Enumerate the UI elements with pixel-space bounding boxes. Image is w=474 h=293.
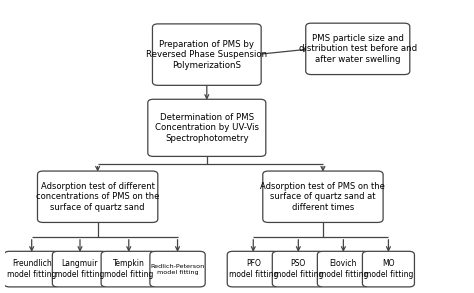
FancyBboxPatch shape — [37, 171, 158, 222]
Text: Preparation of PMS by
Reversed Phase Suspension
PolymerizationS: Preparation of PMS by Reversed Phase Sus… — [146, 40, 267, 69]
FancyBboxPatch shape — [263, 171, 383, 222]
FancyBboxPatch shape — [4, 251, 59, 287]
FancyBboxPatch shape — [272, 251, 324, 287]
FancyBboxPatch shape — [227, 251, 279, 287]
FancyBboxPatch shape — [153, 24, 261, 85]
FancyBboxPatch shape — [318, 251, 369, 287]
FancyBboxPatch shape — [306, 23, 410, 75]
FancyBboxPatch shape — [101, 251, 156, 287]
Text: MO
model fitting: MO model fitting — [364, 259, 413, 279]
Text: PMS particle size and
distribution test before and
after water swelling: PMS particle size and distribution test … — [299, 34, 417, 64]
FancyBboxPatch shape — [363, 251, 414, 287]
Text: Langmuir
model fitting: Langmuir model fitting — [55, 259, 105, 279]
Text: Tempkin
model fitting: Tempkin model fitting — [104, 259, 154, 279]
FancyBboxPatch shape — [150, 251, 205, 287]
Text: Redlich-Peterson
model fitting: Redlich-Peterson model fitting — [150, 264, 205, 275]
Text: Adsorption test of PMS on the
surface of quartz sand at
different times: Adsorption test of PMS on the surface of… — [261, 182, 385, 212]
Text: PFO
model fitting: PFO model fitting — [228, 259, 278, 279]
Text: PSO
model fitting: PSO model fitting — [273, 259, 323, 279]
Text: Freundlich
model fitting: Freundlich model fitting — [7, 259, 56, 279]
FancyBboxPatch shape — [52, 251, 108, 287]
Text: Elovich
model fitting: Elovich model fitting — [319, 259, 368, 279]
Text: Determination of PMS
Concentration by UV-Vis
Spectrophotometry: Determination of PMS Concentration by UV… — [155, 113, 259, 143]
Text: Adsorption test of different
concentrations of PMS on the
surface of quartz sand: Adsorption test of different concentrati… — [36, 182, 159, 212]
FancyBboxPatch shape — [148, 99, 266, 156]
